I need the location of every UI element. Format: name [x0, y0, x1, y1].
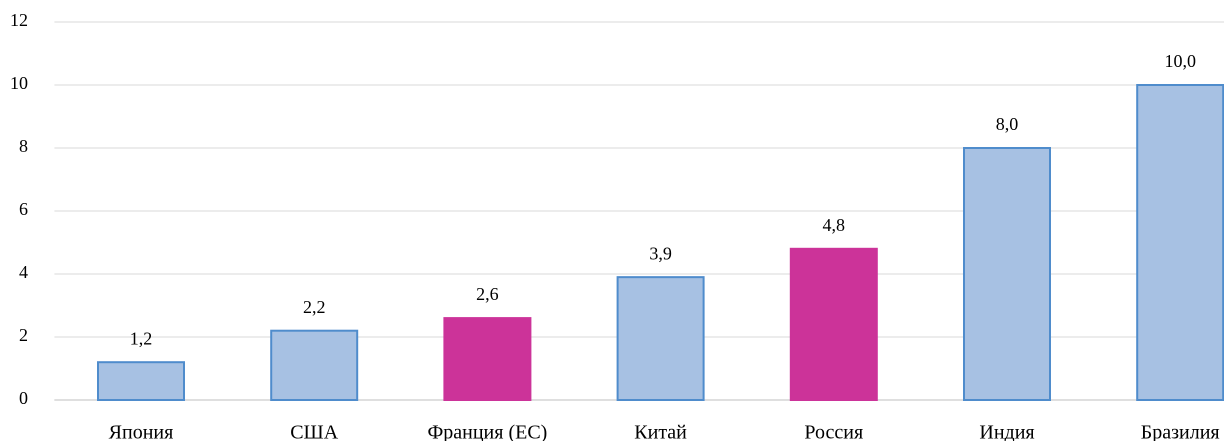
x-tick-label: США: [290, 422, 339, 441]
value-label: 2,2: [303, 297, 326, 317]
y-tick-label: 4: [19, 262, 28, 282]
y-tick-label: 0: [19, 388, 28, 408]
bar: [789, 247, 878, 401]
x-tick-label: Бразилия: [1141, 422, 1220, 441]
y-tick-label: 2: [19, 325, 28, 345]
x-tick-label: Индия: [979, 422, 1034, 441]
x-tick-label: Япония: [109, 422, 174, 441]
x-tick-label: Россия: [804, 422, 863, 441]
x-tick-label: Китай: [634, 422, 687, 441]
value-label: 1,2: [130, 328, 153, 348]
x-tick-label: Франция (ЕС): [427, 422, 547, 441]
value-label: 3,9: [649, 243, 672, 263]
bar: [616, 276, 705, 401]
bar: [1136, 84, 1224, 401]
y-tick-label: 6: [19, 199, 28, 219]
y-tick-label: 8: [19, 136, 28, 156]
value-label: 8,0: [996, 114, 1019, 134]
value-label: 4,8: [823, 215, 846, 235]
bar: [270, 329, 359, 402]
value-label: 10,0: [1164, 51, 1196, 71]
bar: [963, 147, 1051, 401]
value-label: 2,6: [476, 284, 499, 304]
bar: [97, 361, 185, 402]
bar: [443, 317, 532, 402]
y-tick-label: 12: [10, 10, 28, 30]
y-tick-label: 10: [10, 73, 28, 93]
